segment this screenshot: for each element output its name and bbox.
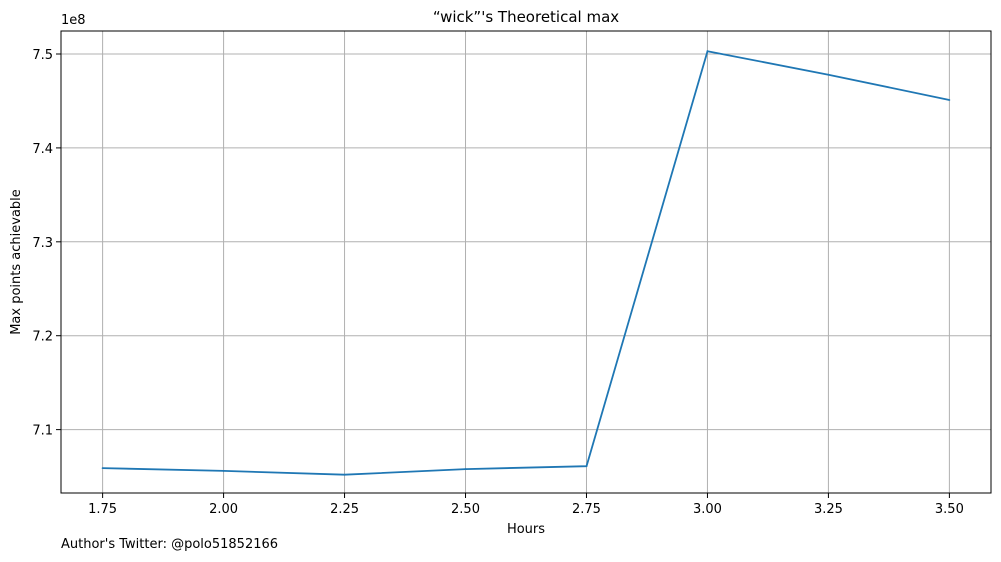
- y-multiplier-label: 1e8: [61, 13, 86, 28]
- x-tick-label: 2.25: [330, 502, 359, 517]
- x-axis-title: Hours: [507, 522, 545, 537]
- y-tick-label: 7.1: [32, 424, 53, 439]
- x-tick-label: 3.25: [814, 502, 843, 517]
- x-tick-label: 1.75: [88, 502, 117, 517]
- x-tick-label: 3.00: [693, 502, 722, 517]
- data-point: [222, 470, 225, 472]
- data-point: [706, 50, 709, 53]
- chart-title: “wick”'s Theoretical max: [433, 8, 619, 26]
- plot-area-frame: [60, 30, 992, 494]
- x-tick-label: 2.75: [572, 502, 601, 517]
- data-point: [827, 73, 830, 76]
- data-point: [343, 473, 346, 476]
- data-point: [585, 465, 588, 468]
- data-point: [101, 467, 104, 470]
- y-axis-title: Max points achievable: [9, 189, 24, 335]
- x-tick-label: 3.50: [935, 502, 964, 517]
- x-axis: 1.75 2.00 2.25 2.50 2.75 3.00 3.25 3.50: [88, 493, 964, 517]
- series-line: [102, 50, 950, 476]
- y-tick-label: 7.4: [32, 142, 53, 157]
- data-point: [948, 99, 951, 101]
- data-point: [464, 468, 467, 470]
- x-tick-label: 2.00: [209, 502, 238, 517]
- series-layer: [101, 50, 951, 476]
- grid-lines: [61, 31, 991, 493]
- author-twitter-note: Author's Twitter: @polo51852166: [61, 537, 279, 552]
- y-tick-label: 7.5: [32, 48, 53, 63]
- y-axis: 7.1 7.2 7.3 7.4 7.5: [32, 48, 61, 439]
- y-tick-label: 7.2: [32, 330, 53, 345]
- y-tick-label: 7.3: [32, 236, 53, 251]
- x-tick-label: 2.50: [451, 502, 480, 517]
